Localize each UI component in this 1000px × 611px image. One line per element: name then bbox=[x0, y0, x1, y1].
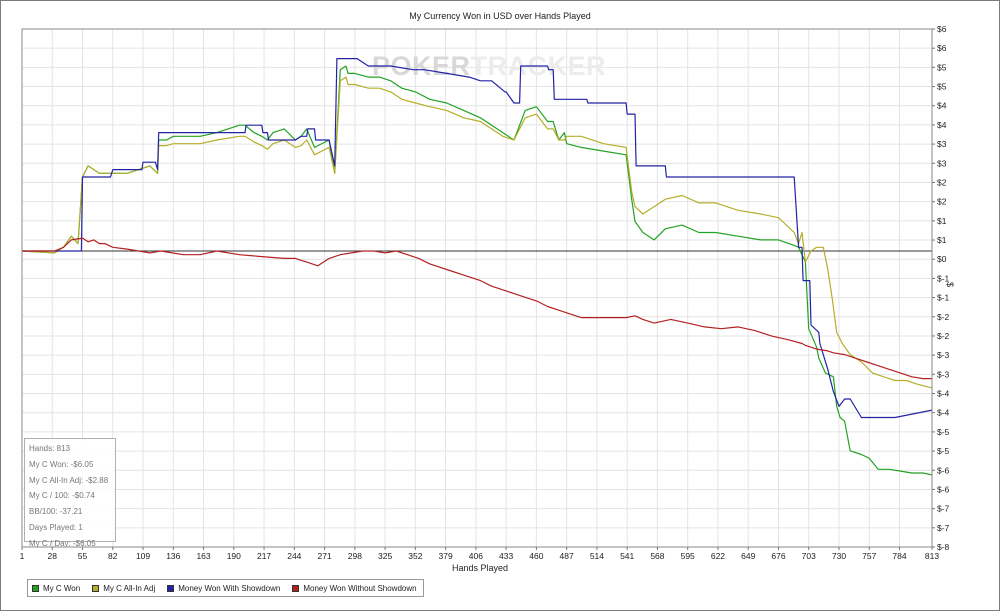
series-line-money-won-with-showdown bbox=[22, 57, 933, 419]
y-tick-label: $-6 bbox=[937, 484, 950, 494]
x-tick-label: 649 bbox=[741, 551, 755, 561]
series-line-my-c-won bbox=[21, 65, 933, 476]
x-tick-label: 352 bbox=[408, 551, 422, 561]
x-tick-label: 217 bbox=[257, 551, 271, 561]
stat-days-played: Days Played: 1 bbox=[29, 522, 83, 532]
y-tick-label: $6 bbox=[937, 24, 947, 34]
x-tick-label: 541 bbox=[620, 551, 634, 561]
x-tick-label: 136 bbox=[166, 551, 180, 561]
stat-per-100: My C / 100: -$0.74 bbox=[29, 491, 95, 501]
x-axis-label: Hands Played bbox=[451, 563, 509, 573]
legend-label: My C All-In Adj bbox=[103, 583, 156, 593]
x-tick-label: 379 bbox=[439, 551, 453, 561]
stat-bb-per-100: BB/100: -37.21 bbox=[29, 507, 83, 517]
legend-swatch bbox=[167, 584, 175, 592]
x-tick-label: 460 bbox=[529, 551, 543, 561]
x-tick-label: 406 bbox=[469, 551, 483, 561]
legend-label: My C Won bbox=[43, 583, 81, 593]
x-tick-label: 271 bbox=[317, 551, 331, 561]
y-tick-label: $3 bbox=[937, 158, 947, 168]
series-line-my-c-all-in-adj bbox=[21, 76, 933, 389]
y-tick-label: $-3 bbox=[937, 369, 950, 379]
x-tick-label: 487 bbox=[560, 551, 574, 561]
y-tick-label: $-1 bbox=[937, 293, 950, 303]
legend-swatch bbox=[92, 584, 100, 592]
y-tick-label: $5 bbox=[937, 82, 947, 92]
x-tick-label: 595 bbox=[681, 551, 695, 561]
x-tick-label: 298 bbox=[348, 551, 362, 561]
y-tick-label: $-5 bbox=[937, 446, 950, 456]
x-tick-label: 109 bbox=[136, 551, 150, 561]
legend-label: Money Won Without Showdown bbox=[303, 583, 417, 593]
stat-per-day: My C / Day: -$6.05 bbox=[29, 538, 96, 548]
y-tick-label: $-3 bbox=[937, 350, 950, 360]
poker-tracker-watermark: POKERTRACKER bbox=[372, 51, 606, 81]
plot-area-border bbox=[21, 28, 933, 548]
x-tick-label: 568 bbox=[650, 551, 664, 561]
x-tick-label: 433 bbox=[499, 551, 513, 561]
y-tick-label: $-1 bbox=[937, 273, 950, 283]
chart-title: My Currency Won in USD over Hands Played bbox=[409, 11, 591, 21]
x-tick-label: 55 bbox=[78, 551, 88, 561]
x-tick-label: 28 bbox=[48, 551, 58, 561]
summary-stats-box: Hands: 813 My C Won: -$6.05 My C All-In … bbox=[24, 438, 116, 548]
y-tick-label: $-7 bbox=[937, 504, 950, 514]
x-axis-ticks: 1 28 55 82 109 136 163 190 217 244 271 298 325 352 379… bbox=[20, 547, 939, 561]
y-tick-label: $-2 bbox=[937, 312, 950, 322]
legend-swatch bbox=[32, 584, 39, 592]
legend-item-my-c-won: My C Won bbox=[32, 584, 80, 593]
legend-item-without-showdown: Money Won Without Showdown bbox=[292, 583, 417, 593]
y-tick-label: $-8 bbox=[937, 542, 950, 552]
chart-legend: My C Won My C All-In Adj Money Won With … bbox=[27, 579, 424, 597]
legend-item-with-showdown: Money Won With Showdown bbox=[167, 584, 280, 593]
y-tick-label: $2 bbox=[937, 197, 947, 207]
y-tick-label: $-5 bbox=[937, 427, 950, 437]
x-tick-label: 703 bbox=[802, 551, 816, 561]
y-tick-label: $1 bbox=[937, 235, 947, 245]
x-tick-label: 514 bbox=[590, 551, 604, 561]
y-tick-label: $2 bbox=[937, 177, 947, 187]
x-tick-label: 730 bbox=[832, 551, 846, 561]
series-line-money-won-without-showdown bbox=[22, 237, 932, 380]
y-tick-label: $3 bbox=[937, 139, 947, 149]
y-tick-label: $6 bbox=[937, 43, 947, 53]
watermark-text: POKERTRACKER bbox=[372, 51, 606, 81]
y-tick-label: $-6 bbox=[937, 465, 950, 475]
y-tick-label: $5 bbox=[937, 62, 947, 72]
y-tick-label: $-4 bbox=[937, 408, 950, 418]
y-axis-label: $ bbox=[945, 282, 955, 288]
series-lines bbox=[21, 57, 933, 476]
legend-item-all-in-adj: My C All-In Adj bbox=[92, 584, 155, 593]
x-tick-label: 244 bbox=[287, 551, 301, 561]
y-axis-ticks: $6 $6 $5 $5 $4 $4 $3 $3 $2 $2 $1 $1 $0 $-1 $-1 $-2 $-2 $-… bbox=[932, 24, 950, 552]
legend-label: Money Won With Showdown bbox=[178, 583, 281, 593]
y-tick-label: $4 bbox=[937, 101, 947, 111]
stat-all-in-adj: My C All-In Adj: -$2.88 bbox=[29, 475, 109, 485]
x-tick-label: 813 bbox=[925, 551, 939, 561]
x-tick-label: 82 bbox=[108, 551, 118, 561]
x-tick-label: 622 bbox=[711, 551, 725, 561]
y-tick-label: $1 bbox=[937, 216, 947, 226]
legend-swatch bbox=[292, 584, 300, 592]
x-tick-label: 163 bbox=[196, 551, 210, 561]
y-tick-label: $-7 bbox=[937, 523, 950, 533]
x-tick-label: 1 bbox=[20, 551, 25, 561]
grid-lines bbox=[21, 28, 933, 548]
x-tick-label: 190 bbox=[227, 551, 241, 561]
y-tick-label: $-4 bbox=[937, 389, 950, 399]
stat-my-c-won: My C Won: -$6.05 bbox=[29, 459, 94, 469]
x-tick-label: 757 bbox=[862, 551, 876, 561]
y-tick-label: $-2 bbox=[937, 331, 950, 341]
x-tick-label: 784 bbox=[892, 551, 906, 561]
stat-hands: Hands: 813 bbox=[29, 444, 70, 453]
x-tick-label: 676 bbox=[771, 551, 785, 561]
y-tick-label: $0 bbox=[937, 254, 947, 264]
x-tick-label: 325 bbox=[378, 551, 392, 561]
y-tick-label: $4 bbox=[937, 120, 947, 130]
